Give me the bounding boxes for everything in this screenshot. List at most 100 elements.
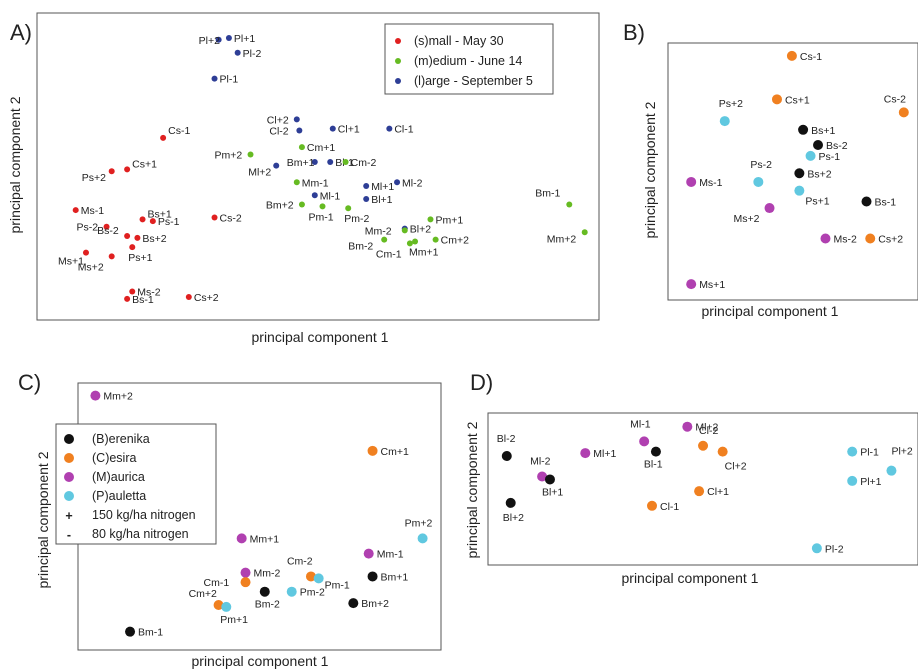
point-label-bmminus2: Bm-2 [255,599,280,611]
point-plplus1 [847,475,858,486]
point-mlplus1 [363,183,370,190]
legend-entry: (C)esira [92,451,136,465]
point-psminus1 [805,150,816,161]
point-mlplus2 [273,162,280,169]
point-psminus1 [149,218,156,225]
point-label-mmminus1: Mm-1 [377,549,404,561]
legend-box [384,23,554,95]
point-clplus2 [717,446,728,457]
point-label-bmplus1: Bm+1 [287,157,315,169]
point-csminus2 [211,214,218,221]
panel-label: A) [10,20,32,45]
point-blplus1 [363,195,370,202]
legend-entry: (l)arge - September 5 [414,74,533,88]
point-clplus1 [694,486,705,497]
panel-label: D) [470,370,493,395]
y-axis-label: principal component 2 [35,451,51,588]
point-label-clplus2: Cl+2 [725,461,747,473]
point-label-plplus1: Pl+1 [234,33,255,45]
point-label-bsminus2: Bs-2 [826,140,848,152]
point-bsminus2 [124,232,131,239]
point-label-psminus1: Ps-1 [158,216,180,228]
point-label-blplus2: Bl+2 [410,224,431,236]
legend-box [55,423,217,545]
point-label-clplus2: Cl+2 [267,114,289,126]
point-blplus2 [505,497,516,508]
point-label-bsplus2: Bs+2 [142,233,166,245]
point-label-psminus1: Ps-1 [819,151,841,163]
legend-entry: (B)erenika [92,432,150,446]
point-cmminus1 [406,240,413,247]
point-bsminus1 [124,295,131,302]
point-plminus1 [211,75,218,82]
panel-a: A) principal component 1 principal compone… [7,12,600,345]
plot-frame [667,42,918,301]
point-label-msplus1: Ms+1 [699,279,725,291]
point-bmplus1 [311,158,318,165]
point-label-bsplus1: Bs+1 [811,125,835,137]
point-mlminus1 [311,192,318,199]
point-label-mlplus1: Ml+1 [593,448,616,460]
point-label-msplus1: Ms+1 [58,256,84,268]
point-bsplus2 [134,234,141,241]
point-pmplus1 [221,601,232,612]
point-pmminus1 [319,203,326,210]
point-pmminus2 [286,586,297,597]
point-csplus2 [185,294,192,301]
plot-frame [36,12,600,321]
point-pmminus1 [313,573,324,584]
point-label-mlminus2: Ml-2 [402,177,423,189]
point-csplus2 [865,233,876,244]
point-label-csplus1: Cs+1 [785,94,810,106]
x-axis-label: principal component 1 [252,329,389,345]
panel-label: B) [623,20,645,45]
point-bsminus1 [861,196,872,207]
point-label-mmplus2: Mm+2 [547,233,577,245]
point-label-msplus2: Ms+2 [734,213,760,225]
point-csplus1 [124,166,131,173]
point-label-bsminus1: Bs-1 [875,197,897,209]
point-label-mmminus2: Mm-2 [365,225,392,237]
point-label-psminus2: Ps-2 [750,159,772,171]
point-label-csminus1: Cs-1 [800,51,822,63]
point-mlplus1 [580,448,591,459]
point-label-cmplus1: Cm+1 [307,142,335,154]
point-blplus1 [544,474,555,485]
point-label-plminus2: Pl-2 [825,543,844,555]
point-label-psplus1: Ps+1 [805,196,829,208]
point-cmminus2 [342,158,349,165]
legend-marker [64,472,74,482]
point-plminus2 [811,543,822,554]
point-label-bmplus1: Bm+1 [381,571,409,583]
point-label-pmplus1: Pm+1 [435,214,463,226]
point-psplus1 [129,244,136,251]
legend: (s)mall - May 30 (m)edium - June 14 (l)arg… [384,23,554,95]
point-label-psplus2: Ps+2 [82,172,106,184]
y-axis-label: principal component 2 [642,101,658,238]
point-mmminus1 [363,548,374,559]
point-bsplus2 [794,168,805,179]
point-label-pmplus2: Pm+2 [405,517,433,529]
point-label-blminus1: Bl-1 [644,459,663,471]
point-msminus1 [72,207,79,214]
point-blminus1 [327,158,334,165]
point-plplus1 [225,34,232,41]
point-msplus1 [686,279,697,290]
point-msminus2 [129,288,136,295]
point-label-mlminus2: Ml-2 [530,456,551,468]
panel-d: D) principal component 1 principal compone… [464,370,918,586]
y-axis-label: principal component 2 [7,96,23,233]
point-bmplus2 [298,201,305,208]
point-bmminus1 [125,626,136,637]
point-msminus1 [686,176,697,187]
point-msplus2 [108,253,115,260]
point-label-clminus1: Cl-1 [660,501,679,513]
point-label-csplus1: Cs+1 [132,158,157,170]
point-label-psminus2: Ps-2 [77,222,99,234]
point-label-cmplus2: Cm+2 [189,588,217,600]
point-label-mlminus1: Ml-1 [320,190,341,202]
legend-entry: (m)edium - June 14 [414,54,522,68]
point-label-clplus1: Cl+1 [707,486,729,498]
point-label-bmminus2: Bm-2 [348,241,373,253]
legend-marker [395,78,401,84]
